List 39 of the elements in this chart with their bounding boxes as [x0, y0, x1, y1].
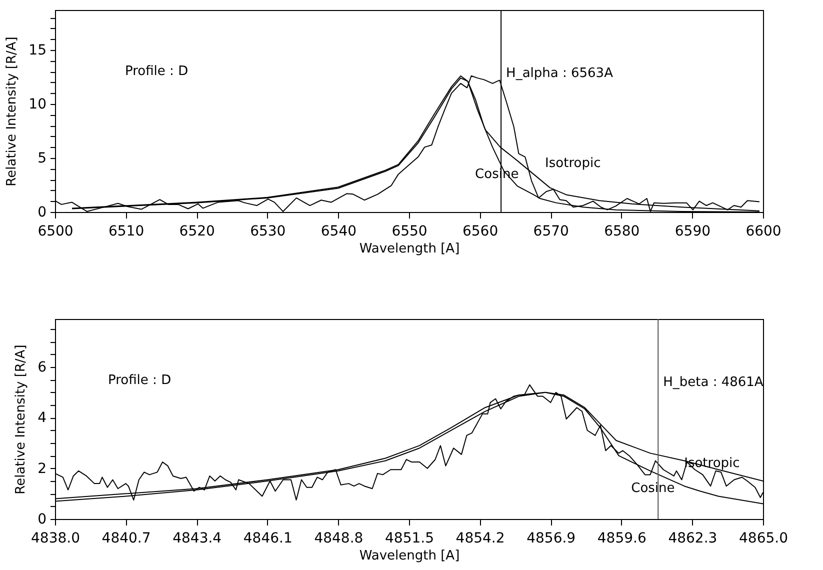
x-tick-label: 4838.0 — [31, 530, 80, 546]
x-tick-label: 4865.0 — [739, 530, 788, 546]
x-tick-label: 4840.7 — [102, 530, 151, 546]
x-tick-label: 6560 — [462, 224, 498, 240]
x-tick-label: 6600 — [746, 224, 782, 240]
x-tick-label: 4856.9 — [526, 530, 576, 546]
y-tick-label: 0 — [38, 512, 46, 528]
x-axis-title: Wavelength [A] — [359, 242, 460, 256]
ref-line-label: H_beta : 4861A — [663, 375, 764, 390]
series-label: Isotropic — [545, 156, 601, 171]
x-tick-label: 4862.3 — [668, 530, 718, 546]
x-tick-label: 4843.4 — [172, 530, 222, 546]
x-tick-label: 6500 — [38, 224, 74, 240]
x-tick-label: 6570 — [533, 224, 569, 240]
y-tick-label: 4 — [38, 410, 47, 426]
annotation: Profile : D — [108, 373, 172, 388]
x-tick-label: 6520 — [179, 224, 215, 240]
x-tick-label: 6540 — [320, 224, 357, 240]
y-axis-title: Relative Intensity [R/A] — [14, 344, 29, 494]
annotation: Profile : D — [125, 64, 188, 79]
x-tick-label: 4846.1 — [243, 530, 292, 546]
y-tick-label: 6 — [38, 360, 47, 376]
y-tick-label: 5 — [38, 150, 46, 166]
y-axis-title: Relative Intensity [R/A] — [4, 36, 20, 186]
x-tick-label: 6550 — [392, 224, 428, 240]
y-tick-label: 15 — [28, 42, 46, 58]
x-tick-label: 6590 — [674, 224, 711, 240]
x-tick-label: 4848.8 — [314, 530, 364, 546]
x-tick-label: 4851.5 — [385, 530, 434, 546]
y-tick-label: 10 — [28, 96, 46, 112]
x-tick-label: 4859.6 — [597, 530, 646, 546]
x-tick-label: 6530 — [250, 224, 286, 240]
x-tick-label: 4854.2 — [456, 530, 505, 546]
y-tick-label: 2 — [38, 460, 46, 477]
x-tick-label: 6580 — [604, 224, 640, 240]
ref-line-label: H_alpha : 6563A — [506, 66, 614, 81]
x-tick-label: 6510 — [108, 224, 144, 240]
y-tick-label: 0 — [38, 204, 46, 220]
x-axis-title: Wavelength [A] — [359, 548, 460, 564]
